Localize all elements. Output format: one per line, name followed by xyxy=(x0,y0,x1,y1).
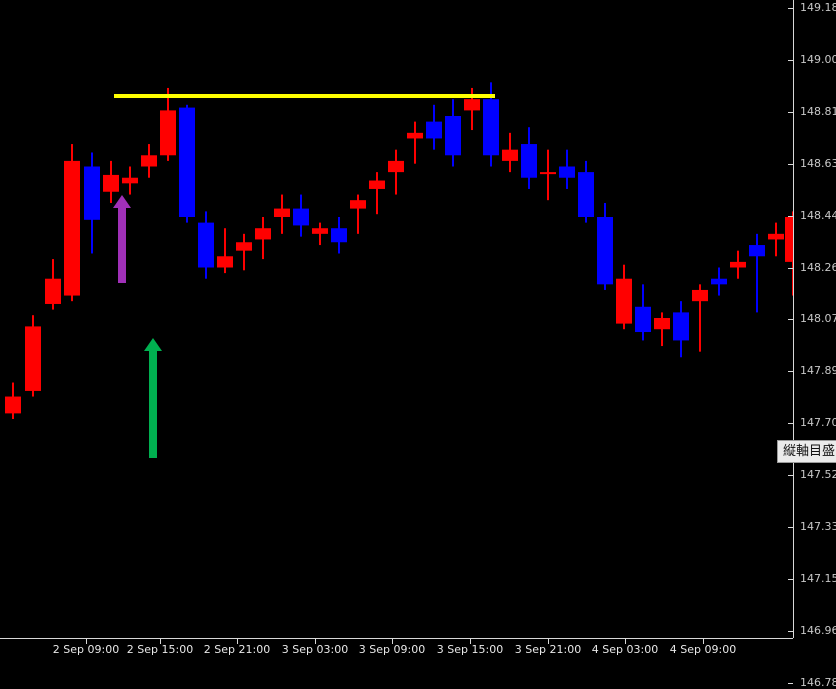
y-axis-line xyxy=(793,0,794,638)
y-axis-tick-label: 149.000 xyxy=(800,52,836,66)
y-axis-tick-label: 147.705 xyxy=(800,416,836,430)
x-axis-tick-label: 3 Sep 03:00 xyxy=(281,643,349,656)
candle xyxy=(464,87,480,131)
y-axis-tick-label: 147.890 xyxy=(800,364,836,378)
y-axis-tick-label: 146.780 xyxy=(800,675,836,689)
vertical-axis-scale-tooltip[interactable]: 縦軸目盛 xyxy=(777,440,836,463)
candle xyxy=(141,144,157,178)
candle xyxy=(540,149,556,201)
candle xyxy=(597,202,613,290)
candle xyxy=(768,222,784,257)
candle xyxy=(293,194,309,237)
candlestick-svg xyxy=(5,82,793,458)
candle xyxy=(654,312,670,347)
candle xyxy=(160,87,176,161)
x-axis-tick-label: 3 Sep 09:00 xyxy=(358,643,426,656)
x-axis-tick xyxy=(625,639,626,644)
candle xyxy=(236,233,252,271)
x-axis-tick-label: 3 Sep 15:00 xyxy=(436,643,504,656)
y-axis-tick-label: 148.630 xyxy=(800,156,836,170)
x-axis-tick xyxy=(86,639,87,644)
x-axis-tick-label: 2 Sep 21:00 xyxy=(203,643,271,656)
candle xyxy=(502,132,518,173)
x-axis-tick-label: 2 Sep 09:00 xyxy=(52,643,120,656)
x-axis-tick xyxy=(703,639,704,644)
purple-arrow[interactable] xyxy=(113,195,131,283)
candle xyxy=(5,382,21,419)
candle xyxy=(692,284,708,352)
y-axis-tick xyxy=(788,8,793,9)
x-axis-tick xyxy=(470,639,471,644)
y-axis-tick-label: 148.260 xyxy=(800,260,836,274)
y-axis-tick-label: 147.333 xyxy=(800,520,836,533)
y-axis-tick-label: 147.150 xyxy=(800,571,836,585)
y-axis-tick xyxy=(788,527,793,528)
y-axis-tick-label: 148.075 xyxy=(800,312,836,326)
y-axis-tick xyxy=(788,163,793,165)
candle xyxy=(616,264,632,330)
candle xyxy=(369,172,385,215)
y-axis-tick-label: 148.815 xyxy=(800,104,836,118)
x-axis-line xyxy=(0,638,793,639)
y-axis-tick xyxy=(788,371,793,373)
candle xyxy=(749,233,765,313)
candle xyxy=(25,315,41,397)
y-axis-tick xyxy=(788,423,793,425)
candle xyxy=(673,301,689,358)
y-axis-tick-label: 146.965 xyxy=(800,623,836,637)
candle xyxy=(426,104,442,150)
candle xyxy=(312,222,328,246)
candle xyxy=(559,149,575,189)
candle xyxy=(483,82,499,167)
y-axis-tick xyxy=(788,215,793,217)
x-axis-tick xyxy=(392,639,393,644)
resistance-line[interactable] xyxy=(114,94,495,98)
y-axis-tick-label: 149.185 xyxy=(800,1,836,14)
x-axis-tick xyxy=(237,639,238,644)
candle xyxy=(255,217,271,260)
candle xyxy=(730,250,746,279)
x-axis-tick xyxy=(315,639,316,644)
y-axis-tick xyxy=(788,319,793,321)
x-axis-tick-label: 3 Sep 21:00 xyxy=(514,643,582,656)
y-axis-tick xyxy=(788,682,793,684)
y-axis-tick xyxy=(788,59,793,61)
candle xyxy=(45,259,61,310)
candle xyxy=(274,194,290,234)
y-axis-tick xyxy=(788,630,793,632)
green-arrow[interactable] xyxy=(144,338,162,458)
x-axis-tick-label: 4 Sep 03:00 xyxy=(591,643,659,656)
candle xyxy=(122,166,138,195)
candle xyxy=(84,152,100,254)
candle xyxy=(407,121,423,164)
candle xyxy=(350,194,366,234)
y-axis-tick xyxy=(788,267,793,269)
candle xyxy=(64,144,80,302)
candle xyxy=(711,267,727,296)
x-axis-tick-label: 4 Sep 09:00 xyxy=(669,643,737,656)
x-axis-tick xyxy=(160,639,161,644)
y-axis-tick xyxy=(788,578,793,580)
candle xyxy=(179,104,195,223)
candle xyxy=(198,211,214,279)
y-axis-tick xyxy=(788,111,793,113)
candle xyxy=(445,99,461,167)
x-axis-tick-label: 2 Sep 15:00 xyxy=(126,643,194,656)
x-axis-tick xyxy=(548,639,549,644)
candle xyxy=(521,127,537,189)
candlestick-plot-area[interactable] xyxy=(0,0,793,638)
candle xyxy=(388,149,404,195)
candle xyxy=(103,160,119,203)
y-axis-tick xyxy=(788,475,793,477)
candle xyxy=(331,217,347,254)
y-axis-tick-label: 148.445 xyxy=(800,208,836,222)
candle xyxy=(635,284,651,341)
candle xyxy=(578,160,594,223)
y-axis-tick-label: 147.520 xyxy=(800,468,836,482)
candle xyxy=(785,211,793,296)
candle xyxy=(217,228,233,274)
